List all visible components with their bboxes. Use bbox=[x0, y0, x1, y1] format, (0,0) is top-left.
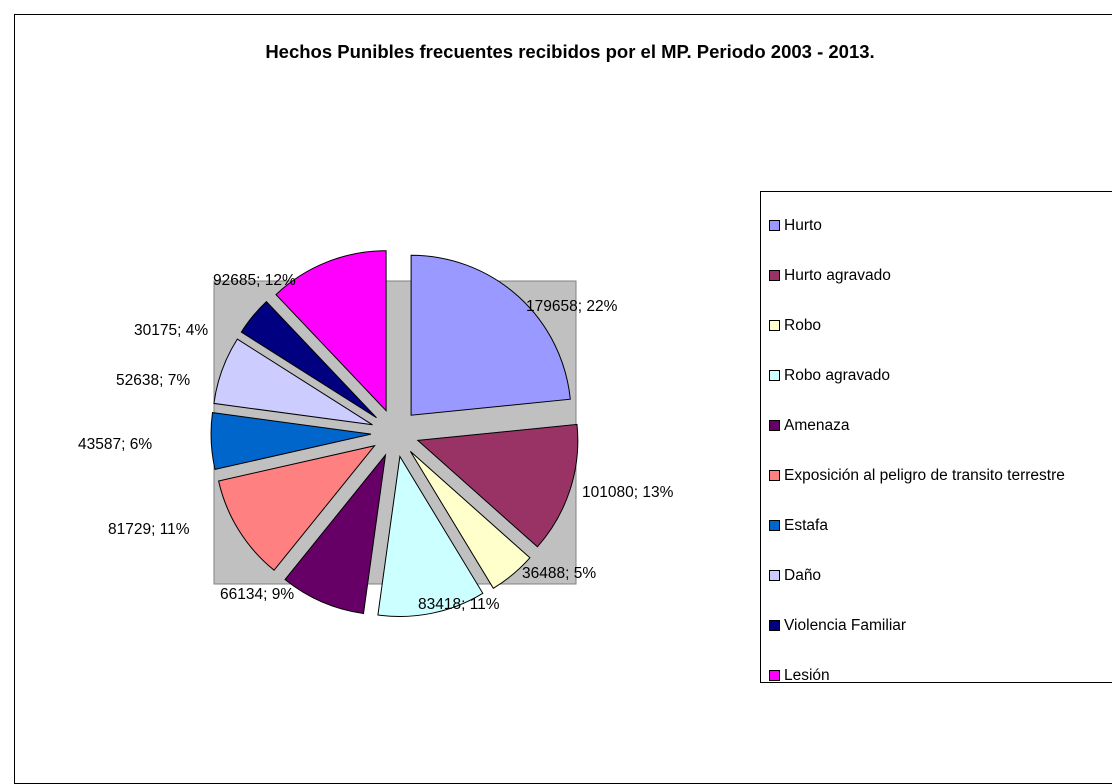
legend-swatch bbox=[769, 420, 780, 431]
data-label: 52638; 7% bbox=[116, 372, 190, 389]
legend-item: Violencia Familiar bbox=[769, 617, 1112, 634]
legend: Hurto Hurto agravado Robo Robo agravado Amen… bbox=[760, 191, 1112, 684]
data-label: 83418; 11% bbox=[418, 596, 500, 613]
pie-slice-da-o bbox=[213, 338, 373, 426]
legend-item: Lesión bbox=[769, 667, 1112, 684]
legend-label: Violencia Familiar bbox=[784, 617, 907, 634]
pie-slice-hurto bbox=[410, 254, 571, 416]
legend-item: Estafa bbox=[769, 517, 1112, 534]
data-label: 101080; 13% bbox=[582, 484, 674, 501]
data-label: 92685; 12% bbox=[213, 272, 296, 289]
legend-swatch bbox=[769, 320, 780, 331]
legend-label: Lesión bbox=[784, 667, 830, 684]
legend-item: Hurto agravado bbox=[769, 267, 1112, 284]
data-label: 30175; 4% bbox=[134, 322, 208, 339]
legend-item: Robo bbox=[769, 317, 1112, 334]
pie-slice-robo bbox=[409, 451, 531, 589]
legend-swatch bbox=[769, 520, 780, 531]
pie-slices bbox=[210, 250, 579, 617]
pie-slice-amenaza bbox=[284, 453, 387, 615]
pie-slice-hurto-agravado bbox=[416, 423, 579, 548]
legend-label: Estafa bbox=[784, 517, 828, 534]
pie-slice-violencia-familiar bbox=[240, 300, 377, 419]
data-label: 66134; 9% bbox=[220, 586, 294, 603]
legend-swatch bbox=[769, 370, 780, 381]
legend-swatch bbox=[769, 220, 780, 231]
legend-label: Robo bbox=[784, 317, 822, 334]
legend-item: Daño bbox=[769, 567, 1112, 584]
legend-item: Exposición al peligro de transito terres… bbox=[769, 467, 1112, 484]
data-label: 43587; 6% bbox=[78, 436, 152, 453]
chart-title: Hechos Punibles frecuentes recibidos por… bbox=[265, 41, 875, 62]
legend-swatch bbox=[769, 570, 780, 581]
legend-label: Robo agravado bbox=[784, 367, 890, 384]
legend-item: Robo agravado bbox=[769, 367, 1112, 384]
data-labels: 179658; 22% 101080; 13% 36488; 5% 83418; 11… bbox=[78, 272, 674, 613]
legend-label: Amenaza bbox=[784, 417, 850, 434]
pie-slice-estafa bbox=[210, 412, 372, 470]
legend-label: Daño bbox=[784, 567, 822, 584]
legend-swatch bbox=[769, 670, 780, 681]
legend-swatch bbox=[769, 470, 780, 481]
legend-item: Amenaza bbox=[769, 417, 1112, 434]
legend-label: Hurto bbox=[784, 217, 822, 234]
pie-slice-robo-agravado bbox=[377, 455, 484, 617]
legend-label: Exposición al peligro de transito terres… bbox=[784, 467, 1065, 484]
legend-swatch bbox=[769, 620, 780, 631]
legend-item: Hurto bbox=[769, 217, 1112, 234]
data-label: 81729; 11% bbox=[108, 521, 190, 538]
pie-slice-lesi-n bbox=[275, 250, 387, 412]
data-label: 36488; 5% bbox=[522, 565, 596, 582]
data-label: 179658; 22% bbox=[526, 298, 618, 315]
legend-label: Hurto agravado bbox=[784, 267, 891, 284]
pie-slice-exposici-n-al-peligro-de-transito-terrestre bbox=[218, 444, 376, 571]
legend-swatch bbox=[769, 270, 780, 281]
